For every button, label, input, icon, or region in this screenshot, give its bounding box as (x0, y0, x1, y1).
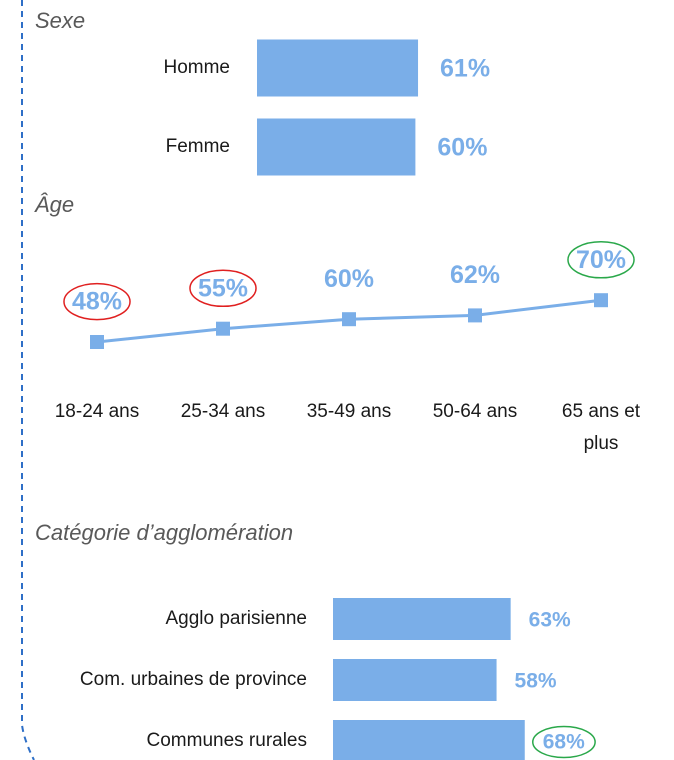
value-label: 68% (543, 731, 585, 754)
section-title: Âge (34, 192, 74, 217)
marker (468, 308, 482, 323)
bar (333, 659, 497, 701)
category-text: 18-24 ans (54, 401, 140, 422)
section-title: Sexe (35, 8, 85, 33)
category-label: Com. urbaines de province (80, 669, 307, 690)
category-label: Communes rurales (147, 730, 308, 751)
bar (257, 39, 419, 97)
value-label: 61% (440, 55, 490, 83)
bar (333, 720, 525, 760)
highlight-circle (532, 725, 596, 759)
value-label: 60% (437, 134, 487, 162)
marker (342, 312, 356, 327)
category-text: 65 ans et plus (561, 401, 641, 454)
bar (333, 598, 511, 640)
category-label: 18-24 ans (54, 401, 140, 422)
value-label: 70% (576, 246, 626, 274)
marker (594, 293, 608, 308)
highlight-circle (567, 241, 635, 279)
marker (90, 335, 104, 349)
category-label: 35-49 ans (306, 401, 392, 422)
highlight-circle (189, 269, 257, 308)
category-label: 50-64 ans (432, 401, 518, 422)
marker (216, 321, 230, 336)
highlight-circle (63, 282, 131, 321)
value-label: 55% (198, 274, 248, 302)
value-label: 58% (515, 670, 557, 693)
value-label: 62% (450, 261, 500, 289)
category-label: Femme (166, 136, 230, 157)
section-title: Catégorie d’agglomération (35, 520, 293, 545)
category-text: 25-34 ans (180, 401, 266, 422)
category-label: 25-34 ans (180, 401, 266, 422)
value-label: 48% (72, 288, 122, 316)
value-label: 60% (324, 265, 374, 293)
category-label: 65 ans et plus (561, 401, 641, 454)
category-label: Agglo parisienne (165, 608, 307, 629)
value-label: 63% (529, 609, 571, 632)
frame-border (21, 0, 35, 760)
category-text: 50-64 ans (432, 401, 518, 422)
category-label: Homme (163, 57, 230, 78)
bar (257, 118, 416, 176)
category-text: 35-49 ans (306, 401, 392, 422)
